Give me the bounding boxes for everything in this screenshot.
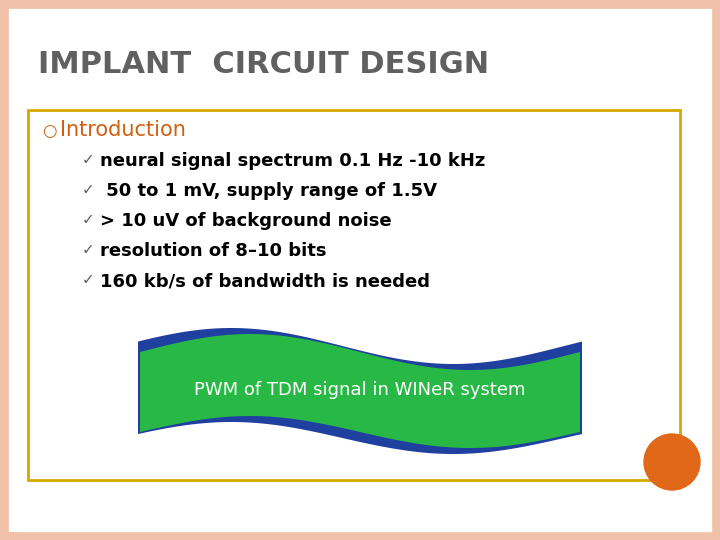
Circle shape [644,434,700,490]
Text: PWM of TDM signal in WINeR system: PWM of TDM signal in WINeR system [194,381,526,399]
Text: > 10 uV of background noise: > 10 uV of background noise [100,212,392,230]
Text: ✓: ✓ [82,272,95,287]
Text: 160 kb/s of bandwidth is needed: 160 kb/s of bandwidth is needed [100,272,430,290]
Text: IMPLANT  CIRCUIT DESIGN: IMPLANT CIRCUIT DESIGN [38,50,489,79]
Text: Introduction: Introduction [60,120,186,140]
Polygon shape [140,334,580,448]
Polygon shape [138,328,582,454]
Text: ✓: ✓ [82,152,95,167]
FancyBboxPatch shape [28,110,680,480]
Text: neural signal spectrum 0.1 Hz -10 kHz: neural signal spectrum 0.1 Hz -10 kHz [100,152,485,170]
Text: ✓: ✓ [82,242,95,257]
Text: ✓: ✓ [82,212,95,227]
Text: ○: ○ [42,122,56,140]
Text: resolution of 8–10 bits: resolution of 8–10 bits [100,242,326,260]
Text: ✓: ✓ [82,182,95,197]
Text: 50 to 1 mV, supply range of 1.5V: 50 to 1 mV, supply range of 1.5V [100,182,437,200]
